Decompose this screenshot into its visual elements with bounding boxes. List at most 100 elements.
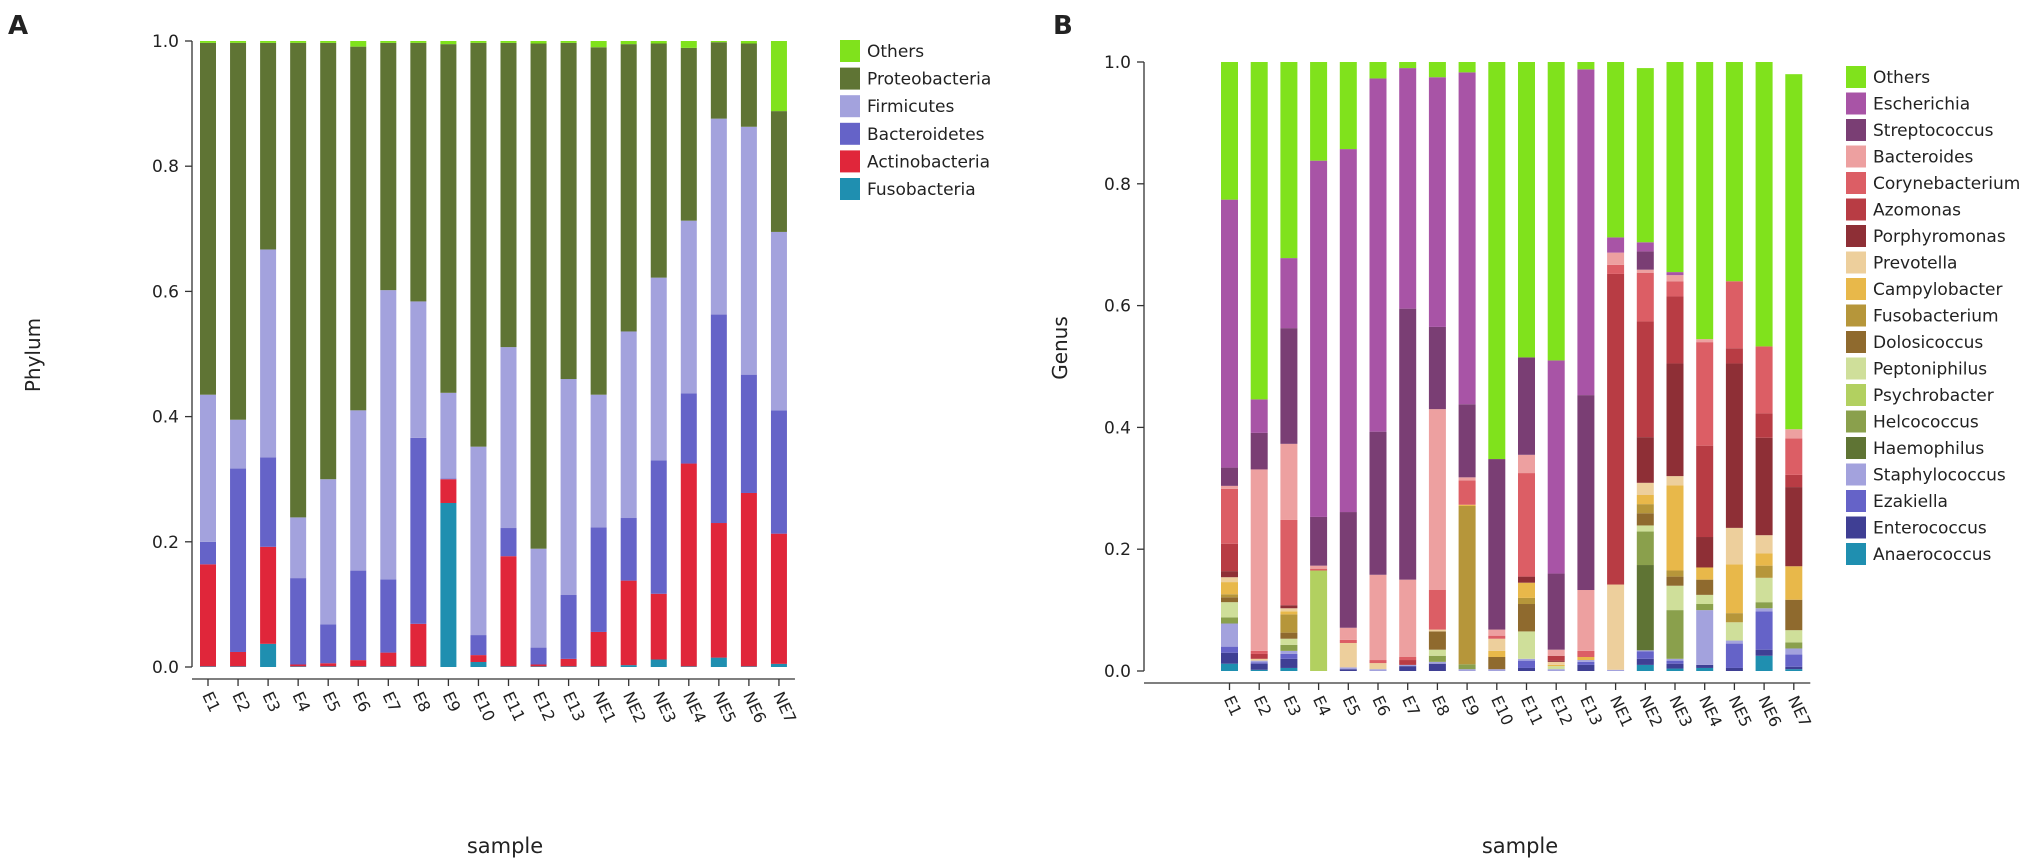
- bar-segment-enterococcus: [1399, 666, 1417, 671]
- bar-segment-others: [350, 41, 367, 47]
- legend-label: Staphylococcus: [1873, 466, 2006, 486]
- bar-segment-others: [1428, 62, 1446, 78]
- bar-segment-campylobacter: [1666, 485, 1684, 571]
- bar-segment-firmicutes: [560, 379, 577, 596]
- x-tick-label: NE2: [619, 689, 650, 726]
- bar-segment-bacteroides: [1458, 477, 1476, 481]
- x-tick-label: NE1: [1606, 693, 1637, 730]
- bar-segment-porphyromonas: [1725, 363, 1743, 528]
- bar-segment-firmicutes: [440, 392, 457, 479]
- bar-segment-anaerococcus: [1696, 667, 1714, 671]
- bar-segment-actinobacteria: [200, 564, 216, 667]
- bar-segment-anaerococcus: [1250, 669, 1268, 671]
- bar-segment-others: [1577, 62, 1595, 70]
- bar-segment-bacteroidetes: [380, 579, 397, 653]
- bar-segment-staphylococcus: [1547, 669, 1565, 671]
- legend-swatch: [840, 67, 860, 90]
- bar-segment-escherichia: [1221, 199, 1238, 468]
- y-tick-label: 1.0: [152, 32, 179, 52]
- bar-segment-fusobacterium: [1666, 570, 1684, 577]
- bar-segment-streptococcus: [1518, 357, 1535, 455]
- bar-segment-ezakiella: [1221, 646, 1238, 653]
- legend-swatch: [1846, 66, 1866, 88]
- bar-segment-bacteroidetes: [320, 624, 337, 664]
- bar-segment-porphyromonas: [1636, 437, 1654, 483]
- bar-segment-others: [1339, 62, 1357, 150]
- bar-segment-prevotella: [1666, 476, 1684, 486]
- bar-segment-bacteroides: [1339, 627, 1357, 640]
- x-tick-label: E12: [1547, 693, 1577, 729]
- x-tick-label: E2: [1250, 693, 1276, 719]
- bar-segment-firmicutes: [380, 290, 397, 580]
- bar-segment-streptococcus: [1577, 395, 1595, 591]
- bar-segment-corynebacterium: [1221, 488, 1238, 544]
- legend-label: Bacteroides: [1873, 148, 1974, 168]
- bar-segment-streptococcus: [1310, 516, 1328, 566]
- panel-b: B 0.00.20.40.60.81.0E1 E2 E3 E4 E5 E6 E7 E8 E9 E1…: [1048, 11, 2020, 858]
- bar-segment-peptoniphilus: [1755, 577, 1773, 603]
- bar-segment-ezakiella: [1250, 662, 1268, 664]
- legend: Others Proteobacteria Firmicutes Bacteroide…: [840, 40, 991, 200]
- bar-segment-dolosicoccus: [1428, 631, 1446, 650]
- bar-segment-peptoniphilus: [1428, 649, 1446, 656]
- bar-segment-corynebacterium: [1607, 264, 1625, 274]
- legend-swatch: [1846, 437, 1866, 459]
- legend-swatch: [1846, 119, 1866, 141]
- bar-segment-firmicutes: [320, 479, 337, 625]
- bar-segment-actinobacteria: [380, 652, 397, 667]
- bar-segment-peptoniphilus: [1280, 638, 1298, 645]
- x-tick-label: E6: [1368, 693, 1394, 719]
- bar-segment-campylobacter: [1785, 566, 1803, 600]
- x-tick-label: E1: [198, 689, 224, 715]
- bar-segment-ezakiella: [1280, 653, 1298, 659]
- bar-segment-enterococcus: [1280, 658, 1298, 668]
- x-axis-title: sample: [1482, 834, 1558, 858]
- bar-segment-fusobacteria: [650, 659, 667, 667]
- legend-label: Streptococcus: [1873, 121, 1994, 141]
- y-tick-label: 0.2: [152, 533, 179, 553]
- bar-segment-proteobacteria: [560, 42, 577, 380]
- bar-segment-helcococcus: [1428, 655, 1446, 662]
- bar-segment-campylobacter: [1547, 664, 1565, 667]
- bar-segment-streptococcus: [1488, 459, 1506, 630]
- bar-segment-proteobacteria: [410, 42, 427, 302]
- bar-segment-campylobacter: [1518, 582, 1535, 598]
- bar-segment-staphylococcus: [1428, 661, 1446, 664]
- legend: Others Escherichia Streptococcus Bacteroide…: [1846, 66, 2020, 565]
- bar-segment-helcococcus: [1458, 664, 1476, 670]
- bar-segment-corynebacterium: [1250, 650, 1268, 654]
- bar-segment-bacteroides: [1428, 409, 1446, 591]
- bar-segment-haemophilus: [1636, 565, 1654, 651]
- bar-segment-peptoniphilus: [1666, 585, 1684, 611]
- bar-segment-staphylococcus: [1280, 650, 1298, 654]
- bar-segment-firmicutes: [770, 231, 787, 411]
- bar-segment-staphylococcus: [1666, 658, 1684, 661]
- bar-segment-actinobacteria: [740, 492, 757, 667]
- bar-segment-bacteroides: [1636, 269, 1654, 273]
- bar-segment-enterococcus: [1428, 663, 1446, 671]
- x-tick-label: NE6: [739, 689, 770, 726]
- bar-segment-porphyromonas: [1547, 660, 1565, 662]
- panel-a-label: A: [8, 11, 28, 41]
- bar-segment-corynebacterium: [1755, 346, 1773, 414]
- bar-segment-corynebacterium: [1725, 281, 1743, 349]
- bar-segment-helcococcus: [1785, 642, 1803, 649]
- bar-segment-fusobacterium: [1280, 614, 1298, 633]
- bar-segment-others: [1785, 74, 1803, 430]
- bar-segment-escherichia: [1547, 360, 1565, 574]
- bar-segment-others: [290, 41, 307, 43]
- bar-segment-staphylococcus: [1221, 623, 1238, 647]
- bar-segment-fusobacterium: [1725, 613, 1743, 623]
- bar-segment-escherichia: [1250, 399, 1268, 433]
- bar-segment-proteobacteria: [440, 44, 457, 393]
- bar-segment-campylobacter: [1696, 567, 1714, 580]
- bar-segment-others: [1755, 62, 1773, 347]
- legend-swatch: [840, 122, 860, 145]
- bar-segment-bacteroides: [1696, 339, 1714, 343]
- bar-segment-azomonas: [1725, 348, 1743, 364]
- x-tick-label: NE2: [1636, 693, 1667, 730]
- bar-segment-bacteroidetes: [350, 570, 367, 661]
- x-tick-label: E2: [228, 689, 254, 715]
- bar-segment-fusobacteria: [680, 666, 697, 667]
- legend-swatch: [1846, 516, 1866, 539]
